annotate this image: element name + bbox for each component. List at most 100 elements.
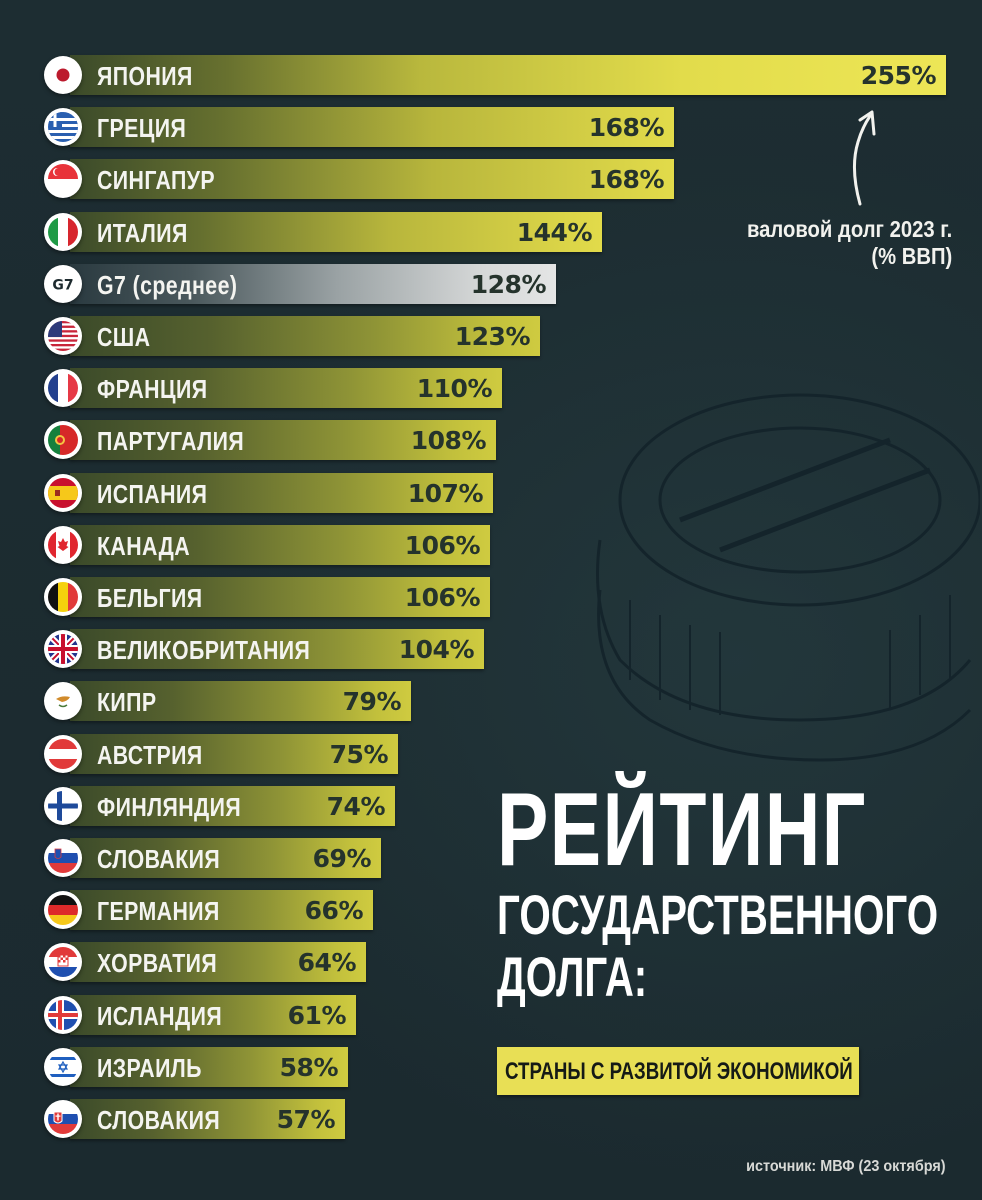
category-tag: СТРАНЫ С РАЗВИТОЙ ЭКОНОМИКОЙ [497, 1047, 859, 1095]
slovenia-flag-icon [44, 839, 82, 877]
country-label: ФИНЛЯНДИЯ [97, 791, 242, 822]
annotation-line-2: (% ВВП) [871, 243, 952, 269]
bar [70, 472, 493, 513]
bar [70, 316, 540, 356]
value-label: 106% [404, 530, 481, 560]
croatia-flag-icon [44, 943, 82, 982]
bar [70, 420, 496, 461]
country-label: СЛОВАКИЯ [97, 1105, 221, 1135]
value-label: 75% [329, 739, 389, 769]
country-label: ИЗРАИЛЬ [97, 1052, 202, 1083]
value-label: 69% [312, 844, 372, 873]
hand-drawn-arrow-icon [853, 110, 876, 206]
bar-row: СИНГАПУР 168% [44, 159, 674, 200]
country-label: ИСЛАНДИЯ [97, 1000, 223, 1031]
annotation-line-1: валовой долг 2023 г. [746, 216, 952, 242]
bar [70, 524, 490, 565]
country-label: СИНГАПУР [97, 165, 216, 196]
country-label: ИТАЛИЯ [97, 217, 188, 248]
bar-row: ФРАНЦИЯ 110% [44, 368, 502, 409]
source-note: источник: МВФ (23 октября) [746, 1158, 946, 1175]
country-label: ВЕЛИКОБРИТАНИЯ [97, 635, 311, 666]
iceland-flag-icon [44, 995, 82, 1034]
usa-flag-icon [44, 317, 82, 355]
country-label: США [97, 322, 151, 352]
bar-row: СЛОВАКИЯ 69% [44, 838, 381, 878]
canada-flag-icon [44, 525, 82, 564]
value-label: 107% [407, 478, 484, 508]
bar [70, 55, 946, 95]
japan-flag-icon [44, 56, 82, 94]
country-label: ГРЕЦИЯ [97, 113, 187, 144]
cyprus-flag-icon [44, 682, 82, 721]
france-flag-icon [44, 369, 82, 408]
bar-row: ИТАЛИЯ 144% [44, 211, 602, 252]
bar-row: G7 G7 (среднее) 128% [44, 263, 556, 304]
bar-row: ПАРТУГАЛИЯ 108% [44, 420, 496, 461]
slovakia-flag-icon [44, 1100, 82, 1138]
svg-text:G7: G7 [52, 277, 73, 293]
value-label: 108% [410, 426, 487, 456]
value-label: 57% [276, 1105, 336, 1134]
bar-row: БЕЛЬГИЯ 106% [44, 577, 490, 617]
bar-row: ИЗРАИЛЬ 58% [44, 1046, 348, 1087]
germany-flag-icon [44, 891, 82, 930]
bar-row: КАНАДА 106% [44, 524, 490, 565]
country-label: ПАРТУГАЛИЯ [97, 426, 245, 457]
country-label: ГЕРМАНИЯ [97, 896, 220, 927]
country-label: БЕЛЬГИЯ [97, 583, 203, 613]
country-label: ЯПОНИЯ [97, 61, 193, 91]
bar-row: ИСЛАНДИЯ 61% [44, 994, 356, 1035]
value-label: 74% [326, 791, 386, 821]
bar-row: ГЕРМАНИЯ 66% [44, 890, 373, 931]
bar [70, 942, 366, 983]
country-label: ФРАНЦИЯ [97, 374, 208, 405]
value-label: 168% [588, 165, 665, 195]
bar-row: СЛОВАКИЯ 57% [44, 1099, 345, 1139]
austria-flag-icon [44, 734, 82, 773]
category-tag-label: СТРАНЫ С РАЗВИТОЙ ЭКОНОМИКОЙ [505, 1058, 853, 1085]
bar [70, 159, 674, 200]
portugal-flag-icon [44, 421, 82, 460]
bar [70, 263, 556, 304]
country-label: АВСТРИЯ [97, 739, 203, 770]
singapore-flag-icon [44, 160, 82, 199]
value-label: 61% [287, 1000, 347, 1030]
country-label: СЛОВАКИЯ [97, 844, 221, 874]
value-label: 144% [516, 217, 593, 247]
title-block: РЕЙТИНГ ГОСУДАРСТВЕННОГО ДОЛГА: [497, 772, 982, 1005]
bar-row: США 123% [44, 316, 540, 356]
coin-stack-illustration [596, 393, 980, 762]
bar [70, 838, 381, 878]
value-label: 123% [454, 322, 531, 351]
value-label: 104% [398, 635, 475, 665]
value-label: 255% [860, 61, 937, 90]
belgium-flag-icon [44, 578, 82, 616]
bar [70, 890, 373, 931]
bar [70, 577, 490, 617]
value-label: 64% [297, 948, 357, 978]
value-label: 58% [279, 1052, 339, 1082]
bar [70, 733, 398, 774]
bar [70, 107, 674, 148]
page-title: РЕЙТИНГ [497, 772, 867, 888]
value-label: 79% [342, 687, 402, 717]
bar [70, 994, 356, 1035]
greece-flag-icon [44, 108, 82, 147]
bar [70, 211, 602, 252]
bar [70, 785, 395, 826]
bar-row: КИПР 79% [44, 681, 411, 722]
bar [70, 681, 411, 722]
country-label: ИСПАНИЯ [97, 478, 208, 509]
value-label: 110% [416, 374, 493, 404]
bar-row: ФИНЛЯНДИЯ 74% [44, 785, 395, 826]
value-label: 128% [470, 269, 547, 299]
bar-row: ХОРВАТИЯ 64% [44, 942, 366, 983]
bar-row: ИСПАНИЯ 107% [44, 472, 493, 513]
bar-row: АВСТРИЯ 75% [44, 733, 398, 774]
axis-annotation: валовой долг 2023 г. (% ВВП) [747, 216, 952, 270]
g7-logo-icon: G7 [44, 264, 82, 303]
value-label: 168% [588, 113, 665, 143]
country-label: КАНАДА [97, 530, 191, 561]
